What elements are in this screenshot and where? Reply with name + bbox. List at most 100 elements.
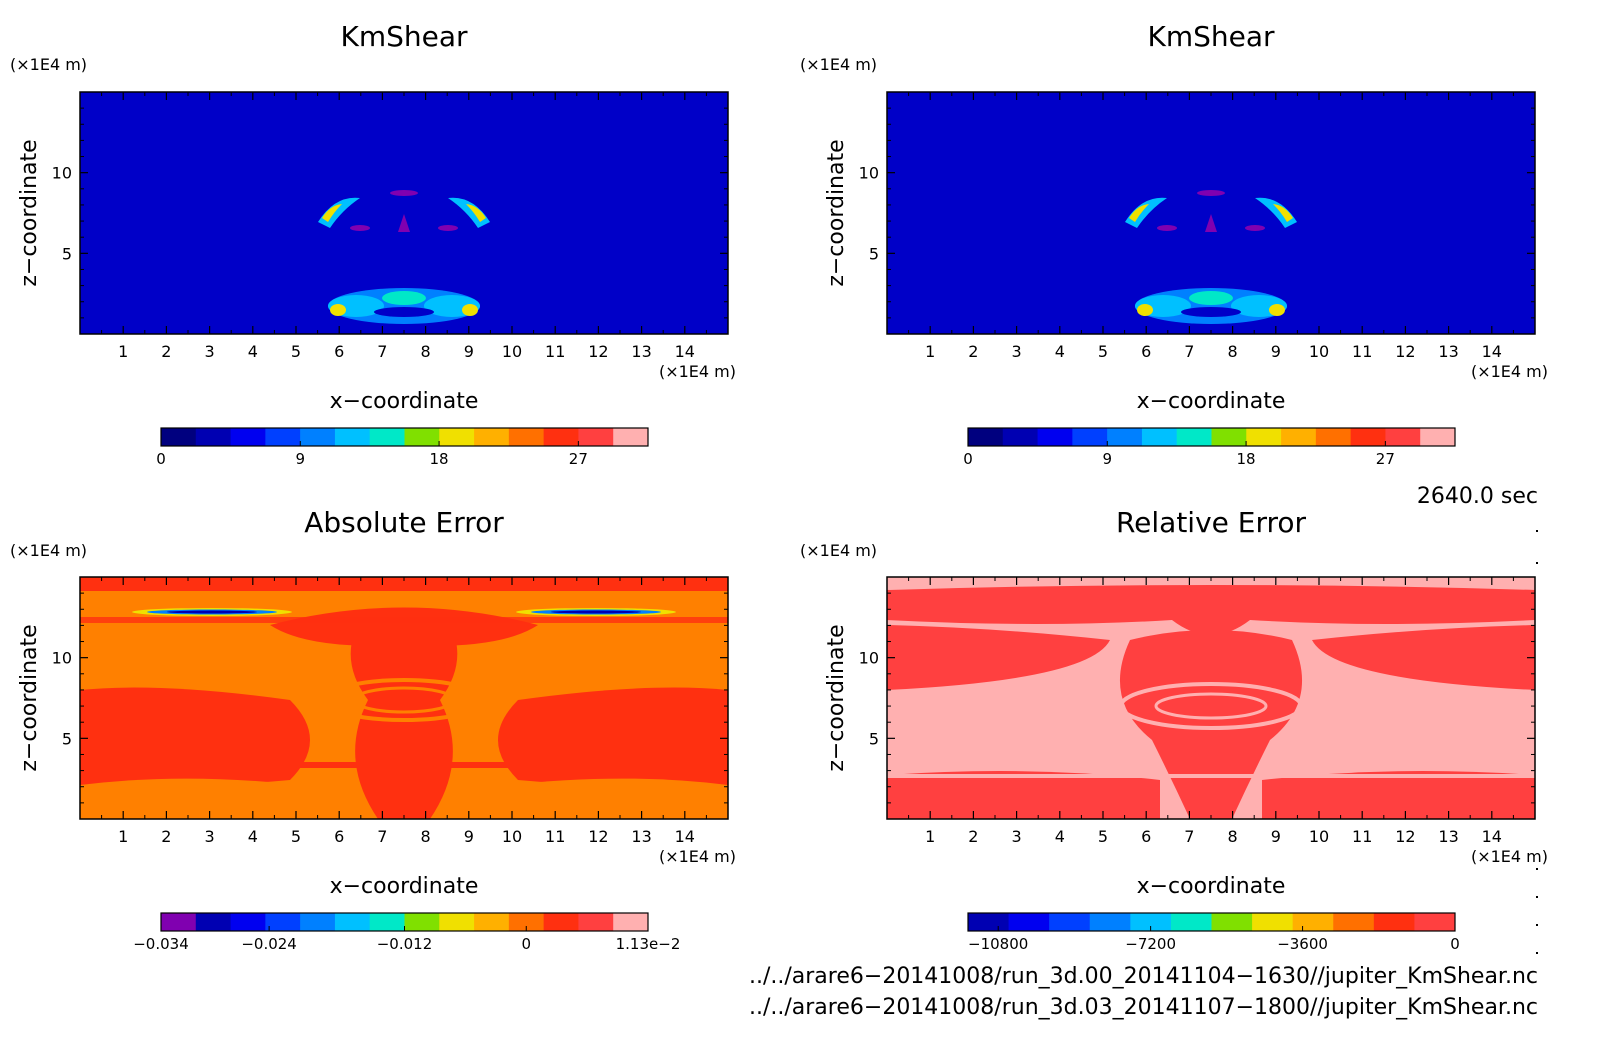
central-red-plume bbox=[1119, 630, 1303, 819]
x-tick-label: 6 bbox=[334, 827, 344, 846]
ring-inner bbox=[352, 686, 456, 714]
panel-kmshear-1: KmShear (×1E4 m) 1 2 3 4 5 6 7 8 9 10 11 12 13 14510 … bbox=[10, 20, 736, 468]
colorbar-tick-label: −0.034 bbox=[133, 935, 189, 953]
y-tick-label: 10 bbox=[859, 649, 879, 668]
x-tick-label: 12 bbox=[588, 827, 608, 846]
x-tick-label: 12 bbox=[1395, 342, 1415, 361]
upper-red-band bbox=[887, 585, 1535, 635]
edge-dot bbox=[1536, 924, 1538, 926]
panel-relative-error: Relative Error (×1E4 m) 1 2 3 4 5 6 7 8 9 10 11 12 1… bbox=[800, 506, 1548, 953]
colorbar-swatch bbox=[508, 913, 545, 931]
colorbar-tick-label: 9 bbox=[296, 450, 306, 468]
lower-hot-left bbox=[330, 304, 346, 316]
colorbar-swatch bbox=[1281, 428, 1317, 446]
colorbar-swatch bbox=[334, 913, 371, 931]
colorbar-swatch bbox=[1170, 913, 1212, 931]
x-tick-label: 6 bbox=[334, 342, 344, 361]
lower-hot-right bbox=[1269, 304, 1285, 316]
x-tick-label: 13 bbox=[631, 827, 651, 846]
colorbar-swatch bbox=[439, 913, 475, 931]
colorbar-swatch bbox=[439, 428, 475, 446]
colorbar-swatch bbox=[1385, 428, 1421, 446]
x-tick-label: 5 bbox=[291, 827, 301, 846]
colorbar-swatch bbox=[1211, 913, 1253, 931]
edge-dot bbox=[1536, 896, 1538, 898]
colorbar-swatch bbox=[968, 428, 1004, 446]
y-unit-label: (×1E4 m) bbox=[10, 541, 87, 560]
colorbar-tick-label: 27 bbox=[1376, 450, 1395, 468]
file-path-1: ../../arare6−20141008/run_3d.00_20141104… bbox=[749, 964, 1538, 989]
colorbar-swatch bbox=[1373, 913, 1415, 931]
x-tick-label: 10 bbox=[502, 827, 522, 846]
top-cap bbox=[1197, 190, 1225, 196]
colorbar-tick-label: 27 bbox=[569, 450, 588, 468]
colorbar-swatch bbox=[613, 428, 649, 446]
x-axis-label: x−coordinate bbox=[330, 874, 479, 899]
colorbar-swatch bbox=[578, 428, 614, 446]
colorbar-swatch bbox=[543, 428, 579, 446]
ring-inner bbox=[1154, 692, 1268, 720]
x-tick-label: 2 bbox=[968, 827, 978, 846]
x-tick-label: 13 bbox=[631, 342, 651, 361]
y-unit-label: (×1E4 m) bbox=[800, 541, 877, 560]
colorbar-swatch bbox=[369, 428, 405, 446]
colorbar-swatch bbox=[1037, 428, 1073, 446]
x-tick-label: 10 bbox=[1309, 827, 1329, 846]
side-blob-right bbox=[438, 225, 458, 231]
x-unit-label: (×1E4 m) bbox=[659, 362, 736, 381]
colorbar-swatch bbox=[1246, 428, 1282, 446]
x-unit-label: (×1E4 m) bbox=[659, 847, 736, 866]
colorbar: 0 9 18 27 bbox=[156, 427, 649, 468]
x-tick-label: 2 bbox=[968, 342, 978, 361]
side-blob-left bbox=[350, 225, 370, 231]
x-tick-label: 3 bbox=[1012, 342, 1022, 361]
x-tick-label: 8 bbox=[421, 827, 431, 846]
colorbar-swatch bbox=[334, 428, 371, 446]
y-axis-label: z−coordinate bbox=[17, 624, 42, 771]
x-tick-label: 6 bbox=[1141, 342, 1151, 361]
x-tick-label: 4 bbox=[1055, 827, 1065, 846]
y-unit-label: (×1E4 m) bbox=[800, 55, 877, 74]
colorbar-tick-label: −0.024 bbox=[241, 935, 297, 953]
colorbar-tick-label: −3600 bbox=[1277, 935, 1328, 953]
x-tick-label: 7 bbox=[1184, 827, 1194, 846]
lower-hot-right bbox=[462, 304, 478, 316]
colorbar-tick-label: 0 bbox=[156, 450, 166, 468]
panel-title: KmShear bbox=[340, 20, 468, 53]
colorbar-swatch bbox=[1176, 428, 1212, 446]
lower-red-left bbox=[887, 771, 1160, 819]
x-tick-label: 3 bbox=[205, 827, 215, 846]
right-red-wedge bbox=[1312, 625, 1535, 690]
x-tick-label: 14 bbox=[1482, 342, 1502, 361]
x-tick-label: 9 bbox=[464, 827, 474, 846]
x-tick-label: 7 bbox=[377, 342, 387, 361]
y-unit-label: (×1E4 m) bbox=[10, 55, 87, 74]
colorbar-tick-label: 9 bbox=[1103, 450, 1113, 468]
colorbar-tick-label: −0.012 bbox=[377, 935, 433, 953]
y-axis-label: z−coordinate bbox=[17, 139, 42, 286]
colorbar-swatch bbox=[300, 913, 336, 931]
colorbar-swatch bbox=[1049, 913, 1091, 931]
y-tick-label: 5 bbox=[62, 244, 72, 263]
colorbar-swatch bbox=[1333, 913, 1375, 931]
x-axis-label: x−coordinate bbox=[1137, 389, 1286, 414]
ring-outer bbox=[1119, 682, 1303, 730]
lower-pink-strip bbox=[887, 774, 1535, 778]
x-unit-label: (×1E4 m) bbox=[1471, 847, 1548, 866]
colorbar-swatch bbox=[1292, 913, 1334, 931]
x-tick-label: 11 bbox=[1352, 342, 1372, 361]
heatmap-field bbox=[80, 92, 728, 334]
colorbar-swatch bbox=[1008, 913, 1050, 931]
right-jet-min bbox=[551, 610, 641, 614]
panel-title: KmShear bbox=[1147, 20, 1275, 53]
colorbar-swatch bbox=[265, 913, 301, 931]
colorbar-swatch bbox=[1089, 913, 1131, 931]
colorbar-swatch bbox=[161, 913, 197, 931]
heatmap-field bbox=[887, 92, 1535, 334]
upper-right-arc-core bbox=[1273, 204, 1293, 222]
colorbar-swatch bbox=[1130, 913, 1172, 931]
